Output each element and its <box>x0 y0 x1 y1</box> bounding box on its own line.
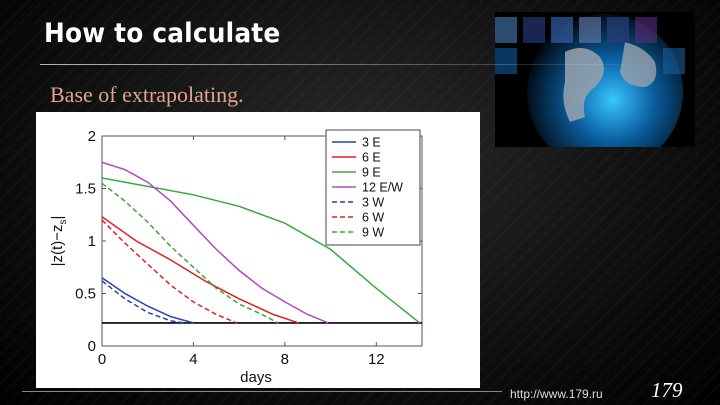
legend-label: 9 E <box>362 166 381 180</box>
y-tick-label: 0.5 <box>75 286 96 303</box>
title-divider <box>40 64 680 65</box>
legend-label: 6 E <box>362 151 381 165</box>
y-axis-label: |z(t)−zs| <box>49 216 69 267</box>
page-number: 179 <box>651 378 683 402</box>
y-tick-label: 0 <box>88 338 96 355</box>
series-line-4 <box>101 161 329 324</box>
legend-box <box>325 129 421 246</box>
slide-title: How to calculate <box>44 18 281 49</box>
legend-label: 6 W <box>362 211 384 225</box>
series-line-2 <box>101 216 299 324</box>
y-tick-label: 2 <box>88 128 96 145</box>
legend-label: 3 W <box>362 196 384 210</box>
x-tick-label: 8 <box>281 351 289 368</box>
legend-label: 12 E/W <box>362 181 403 195</box>
x-tick-label: 4 <box>189 351 197 368</box>
footer-divider <box>22 391 502 392</box>
x-tick-label: 0 <box>98 351 106 368</box>
legend-label: 3 E <box>362 136 381 150</box>
x-tick-label: 12 <box>368 351 385 368</box>
series-line-6 <box>101 219 238 324</box>
y-tick-label: 1.5 <box>75 181 96 198</box>
series-line-1 <box>101 277 194 324</box>
series-line-7 <box>101 182 279 324</box>
line-chart: 0 4 8 12 0 0.5 1 1.5 2 days |z(t)−zs| 3 E6 E9 E12 E… <box>49 128 423 386</box>
series-line-5 <box>101 280 185 324</box>
globe-image <box>495 12 695 147</box>
y-tick-label: 1 <box>88 233 96 250</box>
footer-url: http://www.179.ru <box>510 387 603 401</box>
x-axis-label: days <box>240 369 272 386</box>
legend-label: 9 W <box>362 226 384 240</box>
slide-subtitle: Base of extrapolating. <box>50 82 244 107</box>
